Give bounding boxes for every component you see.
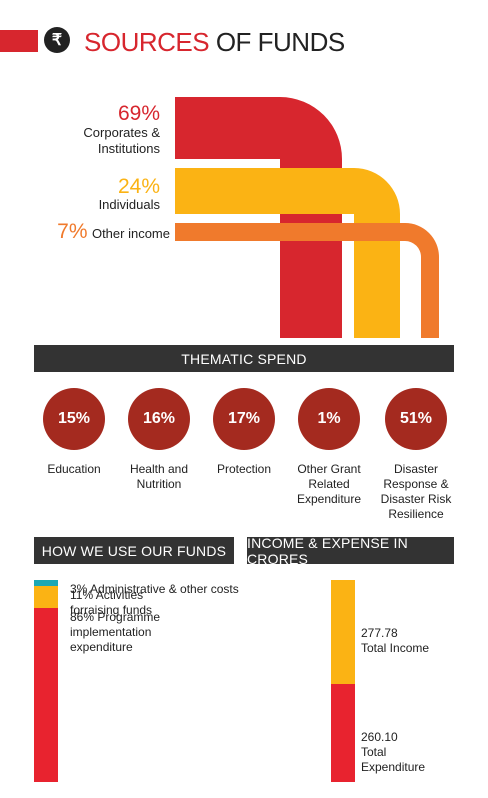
use-funds-label-0: 3% Administrative & other costs [70, 582, 239, 596]
thematic-label-3: Other Grant Related Expenditure [296, 462, 362, 506]
thematic-circle-2: 17% [213, 388, 275, 450]
income-expense-label-0: 277.78 Total Income [361, 626, 430, 655]
source-label-individuals: Individuals [98, 197, 160, 212]
thematic-spend-title: THEMATIC SPEND [181, 350, 307, 367]
source-percent-corporates: 69% [117, 102, 160, 125]
thematic-label-4: Disaster Response & Disaster Risk Resilienc… [380, 462, 452, 521]
rupee-icon: ₹ [44, 27, 70, 53]
pipe-corporates [175, 97, 342, 338]
income-expense-label-1: 260.10 Total Expenditure [361, 730, 426, 774]
income-expense-title: INCOME & EXPENSE IN CRORES [247, 534, 408, 567]
thematic-circle-4: 51% [385, 388, 447, 450]
use-funds-label-1: 11% Activities forraising funds [70, 588, 153, 617]
income-expense-bar: INCOME & EXPENSE IN CRORES [247, 534, 454, 567]
header-accent-bar [0, 30, 38, 52]
income-expense-segment-0 [331, 580, 355, 684]
thematic-circle-0: 15% [43, 388, 105, 450]
title-part2: OF FUNDS [215, 27, 345, 57]
page-title: SOURCES OF FUNDS [84, 27, 345, 57]
source-percent-other: 7% [57, 220, 88, 243]
source-label-corporates-1: Corporates & [83, 125, 160, 140]
thematic-circle-3: 1% [298, 388, 360, 450]
source-label-other: Other income [91, 226, 170, 241]
use-funds-title: HOW WE USE OUR FUNDS [41, 542, 227, 559]
thematic-spend-bar: THEMATIC SPEND [34, 345, 454, 372]
use-funds-label-2: 86% Programme implementation expenditure [70, 610, 161, 654]
title-part1: SOURCES [84, 27, 210, 57]
use-funds-segment-2 [34, 608, 58, 782]
source-label-corporates-2: Institutions [97, 141, 160, 156]
source-percent-individuals: 24% [117, 175, 160, 198]
thematic-label-1: Health and Nutrition [129, 462, 189, 491]
income-expense-segment-1 [331, 684, 355, 782]
thematic-label-2: Protection [216, 462, 272, 476]
sources-pipes [175, 97, 439, 338]
thematic-circle-1: 16% [128, 388, 190, 450]
use-funds-bar: HOW WE USE OUR FUNDS [34, 537, 234, 564]
pipe-other-income [175, 223, 439, 338]
source-other-income-row: 7% Other income [30, 221, 170, 243]
thematic-label-0: Education [47, 462, 101, 476]
use-funds-segment-1 [34, 586, 58, 608]
use-funds-segment-0 [34, 580, 58, 586]
pipe-individuals [175, 168, 400, 338]
